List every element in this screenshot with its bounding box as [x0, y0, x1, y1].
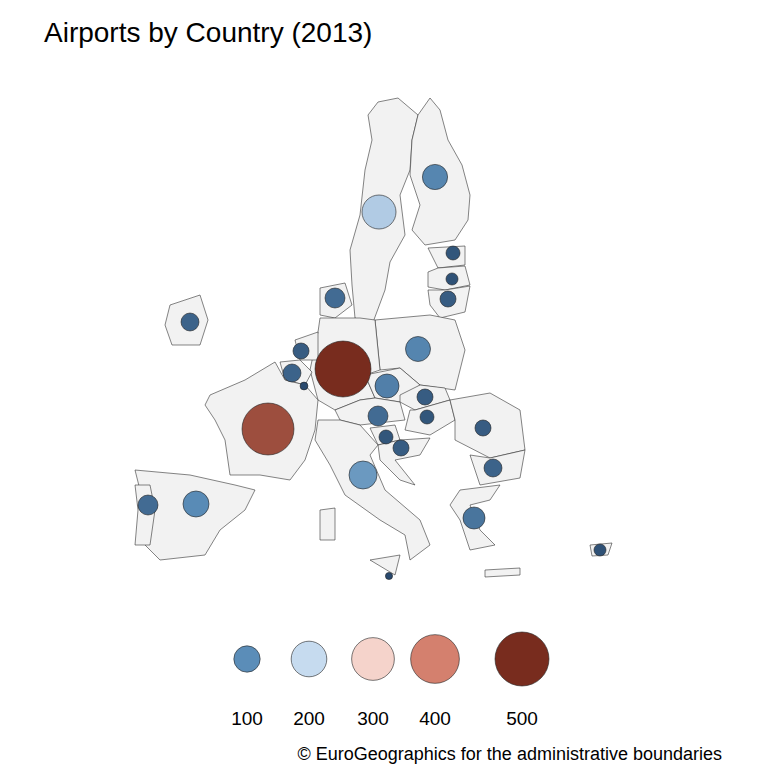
legend: 100 200 300 400 500 [231, 632, 549, 729]
legend-label: 400 [419, 708, 451, 729]
country-outline [470, 450, 525, 485]
bubble [362, 195, 396, 229]
bubble [420, 410, 434, 424]
country-outline [450, 393, 525, 458]
country-outline [485, 568, 520, 577]
legend-label: 300 [357, 708, 389, 729]
chart-root: Airports by Country (2013) 100 200 300 400 50… [0, 0, 768, 768]
legend-symbol [291, 641, 327, 677]
bubble [315, 341, 371, 397]
country-outline [310, 318, 380, 410]
bubble [379, 430, 393, 444]
legend-symbol [234, 646, 260, 672]
country-outline [590, 543, 612, 556]
bubble [183, 491, 209, 517]
country-outline [378, 438, 430, 485]
bubble [484, 459, 502, 477]
country-outline [428, 266, 470, 290]
legend-label: 500 [506, 708, 538, 729]
bubble [440, 291, 456, 307]
country-outline [135, 485, 155, 545]
bubble [300, 382, 308, 390]
country-outline [135, 470, 255, 560]
country-outline [350, 98, 418, 325]
bubble [283, 364, 301, 382]
country-outline [335, 398, 405, 425]
country-outline [320, 508, 335, 540]
bubble [293, 343, 309, 359]
bubble [406, 337, 431, 362]
bubble [422, 164, 447, 189]
chart: Airports by Country (2013) 100 200 300 400 50… [0, 0, 768, 768]
bubble [417, 389, 433, 405]
country-outline [205, 362, 318, 480]
bubble [325, 288, 345, 308]
country-outline [428, 286, 470, 318]
country-outline [315, 420, 430, 560]
country-outline [410, 98, 470, 245]
bubble [349, 461, 377, 489]
bubble [375, 374, 399, 398]
country-outline [450, 485, 500, 550]
legend-label: 100 [231, 708, 263, 729]
bubble [138, 495, 158, 515]
bubble [181, 313, 199, 331]
title: Airports by Country (2013) [44, 17, 372, 48]
bubble [368, 406, 388, 426]
base-map [135, 98, 612, 578]
bubble [446, 273, 458, 285]
legend-label: 200 [293, 708, 325, 729]
bubbles [138, 164, 606, 579]
legend-symbol [495, 632, 549, 686]
country-outline [428, 246, 465, 268]
bubble [385, 572, 392, 579]
bubble [446, 246, 460, 260]
country-outline [370, 555, 400, 575]
bubble [463, 507, 485, 529]
bubble [393, 440, 409, 456]
country-outline [165, 295, 208, 345]
bubble [242, 403, 294, 455]
legend-symbol [411, 635, 460, 684]
bubble [594, 544, 606, 556]
legend-symbol [352, 638, 395, 681]
bubble [475, 420, 491, 436]
country-outline [320, 283, 352, 318]
source: © EuroGeographics for the administrative… [298, 744, 723, 764]
country-outline [405, 400, 455, 435]
